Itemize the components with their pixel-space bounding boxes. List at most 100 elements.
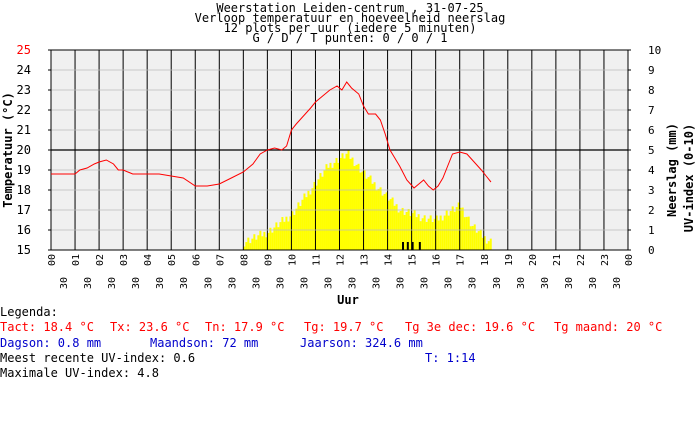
uv-bar — [395, 204, 398, 250]
x-tick-label-half-hour: 30 — [323, 277, 334, 289]
y-tick-label-left: 21 — [17, 123, 31, 137]
uv-bar — [267, 232, 270, 250]
uv-bar — [275, 222, 278, 250]
uv-bar — [387, 200, 390, 250]
x-tick-label-half-hour: 30 — [107, 277, 118, 289]
legend-t-time: T: 1:14 — [425, 351, 476, 365]
x-tick-label-hour: 20 — [528, 254, 539, 266]
uv-bar — [299, 206, 302, 250]
x-axis-label: Uur — [337, 293, 359, 307]
x-tick-label-half-hour: 30 — [396, 277, 407, 289]
uv-bar — [243, 246, 246, 250]
uv-bar — [401, 207, 404, 250]
y-tick-label-left: 25 — [17, 43, 31, 57]
uv-bar — [327, 167, 330, 250]
uv-bar — [447, 215, 450, 250]
uv-bar — [439, 215, 442, 250]
x-tick-label-hour: 14 — [384, 254, 395, 266]
legend-maandson: Maandson: 72 mm — [150, 336, 259, 350]
mark-layer — [51, 81, 492, 250]
uv-bar — [389, 199, 392, 250]
y-tick-label-right: 7 — [648, 104, 655, 117]
uv-bar — [435, 215, 438, 250]
rain-bar — [418, 242, 421, 250]
x-tick-label-half-hour: 30 — [516, 277, 527, 289]
uv-bar — [351, 157, 354, 250]
uv-bar — [329, 162, 332, 250]
uv-bar — [293, 214, 296, 250]
uv-bar — [285, 216, 288, 250]
uv-bar — [321, 176, 324, 250]
uv-bar — [441, 220, 444, 250]
x-tick-label-hour: 03 — [119, 254, 130, 266]
x-tick-label-half-hour: 30 — [179, 277, 190, 289]
uv-bar — [305, 197, 308, 250]
x-tick-label-hour: 05 — [167, 254, 178, 266]
uv-bar — [485, 243, 488, 250]
x-tick-label-hour: 18 — [480, 254, 491, 266]
uv-bar — [467, 216, 470, 250]
uv-bar — [377, 188, 380, 250]
uv-bar — [341, 153, 344, 250]
uv-bar — [277, 227, 280, 250]
uv-bar — [287, 221, 290, 250]
uv-bar — [295, 208, 298, 250]
legend-dagson: Dagson: 0.8 mm — [0, 336, 102, 350]
x-tick-label-hour: 23 — [600, 254, 611, 266]
legend-tact: Tact: 18.4 °C — [0, 320, 94, 334]
chart-title-line-3: 12 plots per uur (iedere 5 minuten) — [223, 21, 477, 35]
x-tick-label-hour: 00 — [47, 254, 58, 266]
uv-bar — [367, 177, 370, 250]
x-tick-label-hour: 11 — [311, 254, 322, 266]
uv-bar — [311, 188, 314, 250]
uv-bar — [415, 217, 418, 250]
uv-bar — [419, 221, 422, 250]
uv-bar — [247, 237, 250, 250]
x-tick-label-hour: 06 — [191, 254, 202, 266]
y-tick-label-left: 16 — [17, 223, 31, 237]
uv-bar — [479, 229, 482, 250]
chart-title-line-2: Verloop temperatuur en hoeveelheid neers… — [194, 11, 506, 25]
uv-bar — [331, 167, 334, 250]
x-tick-label-half-hour: 30 — [299, 277, 310, 289]
uv-bar — [457, 202, 460, 250]
uv-bar — [443, 215, 446, 250]
x-tick-label-half-hour: 30 — [612, 277, 623, 289]
x-tick-label-hour: 12 — [336, 254, 347, 266]
uv-bar — [431, 222, 434, 250]
y-tick-label-left: 17 — [17, 203, 31, 217]
uv-bar — [281, 217, 284, 250]
x-tick-label-half-hour: 30 — [251, 277, 262, 289]
uv-bar — [455, 207, 458, 250]
legend-tg-maand: Tg maand: 20 °C — [554, 320, 663, 334]
x-tick-label-hour: 10 — [287, 254, 298, 266]
uv-bar — [307, 190, 310, 250]
uv-bar — [355, 164, 358, 250]
y-tick-label-right: 4 — [648, 164, 655, 177]
x-tick-label-hour: 02 — [95, 254, 106, 266]
uv-bar — [365, 178, 368, 250]
uv-bar — [425, 221, 428, 250]
uv-bar — [301, 199, 304, 250]
rain-bar — [406, 242, 409, 250]
uv-bar — [349, 158, 352, 250]
legend-uv-recent: Meest recente UV-index: 0.6 — [0, 351, 196, 365]
axis-layer: 1516171819202122232425012345678910003001… — [17, 43, 662, 289]
uv-bar — [339, 158, 342, 250]
uv-bar — [437, 220, 440, 250]
uv-bar — [429, 215, 432, 250]
y-tick-label-left: 22 — [17, 103, 31, 117]
y-tick-label-right: 5 — [648, 144, 655, 157]
uv-bar — [265, 237, 268, 250]
uv-bar — [373, 182, 376, 250]
uv-bar — [263, 231, 266, 250]
x-tick-label-hour: 13 — [360, 254, 371, 266]
legend-tg-3e-dec: Tg 3e dec: 19.6 °C — [405, 320, 536, 334]
x-tick-label-half-hour: 30 — [227, 277, 238, 289]
x-tick-label-hour: 00 — [624, 254, 635, 266]
uv-bar — [303, 193, 306, 250]
uv-bar — [273, 227, 276, 250]
y-tick-label-right: 8 — [648, 84, 655, 97]
rain-bar — [402, 242, 405, 250]
uv-bar — [427, 218, 430, 250]
